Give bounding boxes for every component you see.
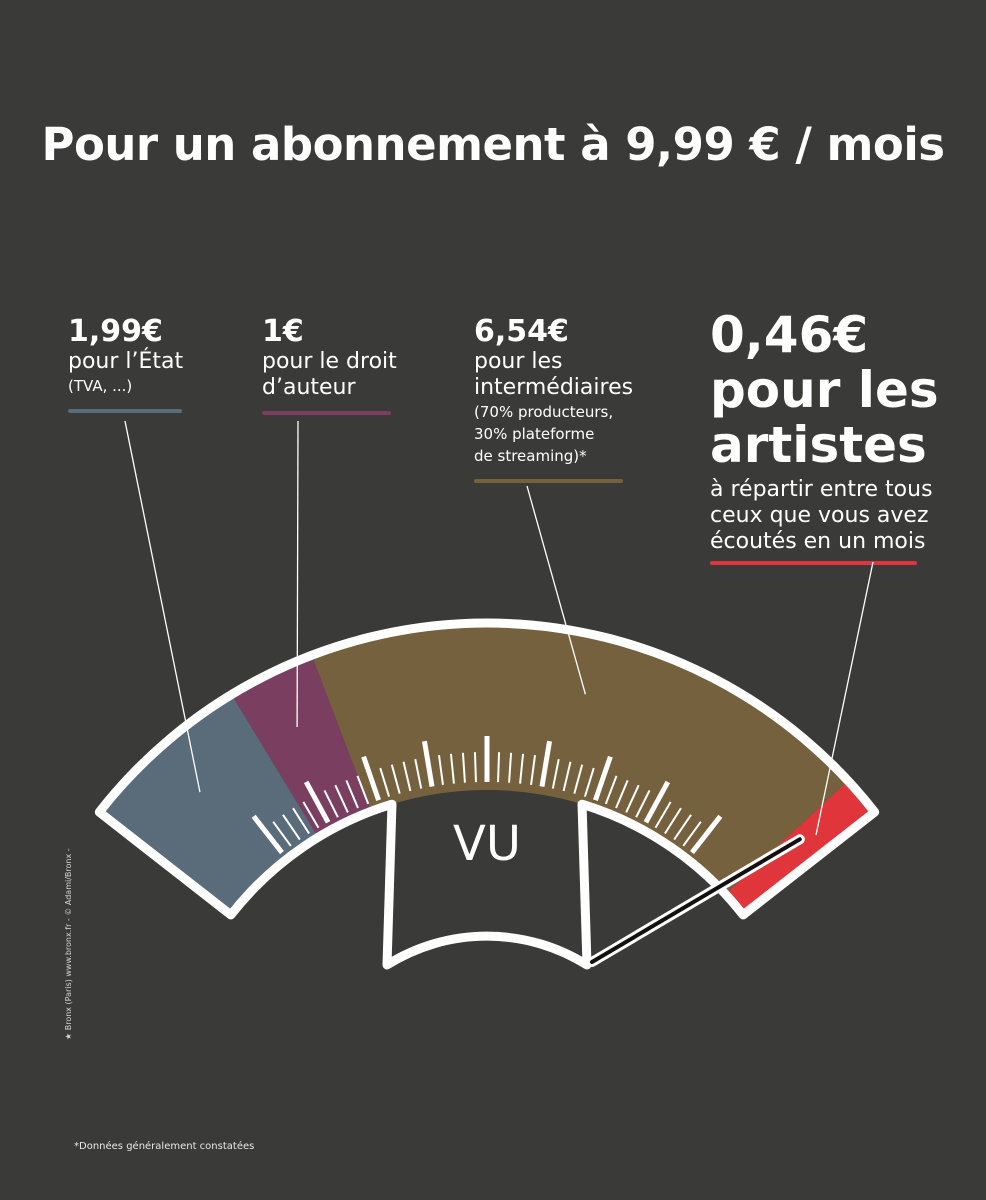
gauge-tick-minor [530, 755, 537, 786]
artists-title-line-1: pour les [710, 361, 939, 419]
state-amount: 1,99€ [68, 314, 163, 349]
gauge-tick-minor [573, 764, 584, 794]
gauge-tick-major [361, 755, 381, 801]
author-rule [262, 411, 391, 415]
gauge-tick-minor [673, 814, 692, 841]
needle-core [590, 837, 802, 964]
state-note: (TVA, ...) [68, 377, 133, 395]
gauge-tick-minor [414, 758, 423, 789]
gauge-tick-minor [292, 807, 310, 835]
gauge-tick-minor [562, 761, 572, 792]
gauge-tick-major [690, 814, 723, 855]
artists-description-line-2: ceux que vous avez [710, 503, 929, 528]
gauge-needle [587, 834, 805, 967]
gauge-tick-major [303, 780, 331, 824]
vu-label: VU [453, 816, 521, 872]
gauge-tick-minor [519, 753, 525, 784]
leader-lines [124, 420, 874, 836]
gauge-tick-minor [625, 784, 640, 813]
gauge-tick-minor [356, 775, 370, 805]
gauge-tick-minor [508, 752, 513, 783]
gauge-tick-minor [604, 775, 618, 805]
leader-line-intermediaries [526, 485, 587, 695]
leader-line-author [296, 420, 299, 727]
label-artists: 0,46€ pour les artistes à répartir entre… [710, 308, 939, 565]
gauge-tick-minor [654, 801, 672, 829]
gauge-tick-major [643, 780, 671, 824]
page-title: Pour un abonnement à 9,99 € / mois [41, 118, 945, 171]
gauge-tick-minor [461, 752, 466, 783]
gauge-tick-minor [437, 755, 444, 786]
author-amount: 1€ [262, 314, 304, 349]
gauge-tick-minor [473, 752, 477, 783]
gauge-tick-minor [583, 767, 595, 798]
gauge-tick-minor [282, 814, 301, 841]
intermediaries-note-line-2: 30% plateforme [474, 425, 595, 443]
artists-amount: 0,46€ [710, 306, 869, 364]
leader-line-artists [815, 561, 874, 836]
gauge-tick-minor [497, 752, 501, 783]
artists-rule [710, 561, 917, 565]
gauge-tick-major [421, 740, 435, 787]
gauge-tick-minor [682, 821, 702, 847]
gauge-tick-minor [334, 784, 349, 813]
gauge-tick-minor [615, 779, 629, 809]
gauge-outline [94, 618, 880, 970]
gauge-tick-minor [449, 753, 455, 784]
author-description-line-2: d’auteur [262, 375, 356, 400]
artists-title-line-2: artistes [710, 416, 927, 474]
intermediaries-description-line-2: intermédiaires [474, 375, 634, 400]
gauge-segment-artists [725, 780, 875, 915]
intermediaries-rule [474, 479, 623, 483]
gauge-tick-minor [664, 807, 682, 835]
gauge-tick-minor [302, 801, 320, 829]
label-state: 1,99€ pour l’État (TVA, ...) [68, 315, 183, 413]
footnote: *Données généralement constatées [74, 1141, 255, 1152]
gauge-tick-minor [272, 821, 292, 847]
state-rule [68, 409, 182, 413]
gauge-tick-major [539, 740, 553, 787]
intermediaries-note-line-3: de streaming)* [474, 447, 587, 465]
gauge-ticks [251, 736, 723, 855]
gauge-tick-minor [379, 767, 391, 798]
leader-line-state [124, 420, 201, 793]
gauge-tick-major [593, 755, 613, 801]
gauge-segment-state [99, 694, 319, 915]
gauge-tick-minor [402, 761, 412, 792]
intermediaries-amount: 6,54€ [474, 314, 569, 349]
label-intermediaries: 6,54€ pour les intermédiaires (70% produ… [474, 315, 633, 483]
gauge-tick-major [251, 814, 284, 855]
gauge-segment-author [231, 655, 372, 838]
gauge-tick-minor [551, 758, 560, 789]
gauge-tick-minor [323, 789, 339, 818]
intermediaries-description-line-1: pour les [474, 349, 563, 374]
state-description: pour l’État [68, 349, 184, 374]
credit: ★ Bronx (Paris) www.bronx.fr - © Adami/B… [64, 848, 73, 1040]
label-author: 1€ pour le droit d’auteur [262, 315, 397, 415]
gauge-tick-minor [345, 779, 359, 809]
gauge-tick-minor [390, 764, 401, 794]
artists-description-line-1: à répartir entre tous [710, 477, 933, 502]
gauge-tick-minor [635, 789, 651, 818]
artists-description-line-3: écoutés en un mois [710, 529, 926, 554]
author-description-line-1: pour le droit [262, 349, 397, 374]
intermediaries-note-line-1: (70% producteurs, [474, 403, 614, 421]
